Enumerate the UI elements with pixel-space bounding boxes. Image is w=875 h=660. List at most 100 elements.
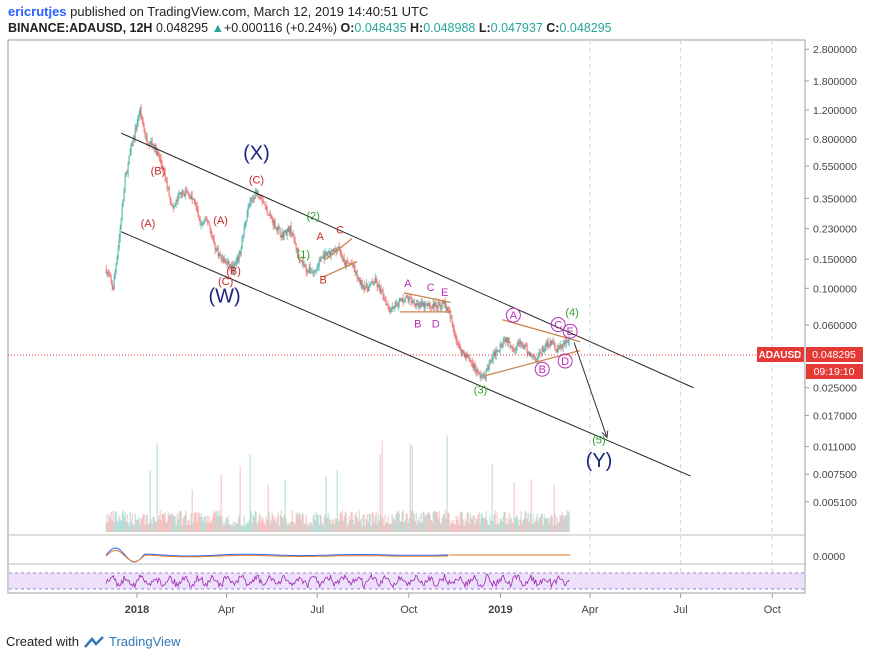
candle-body-156: [261, 198, 263, 201]
candle-body-357: [462, 349, 464, 353]
candle-body-32: [137, 116, 139, 124]
author-name[interactable]: ericrutjes: [8, 4, 67, 19]
volume-bar-387: [492, 521, 494, 532]
volume-bar-275: [380, 515, 382, 532]
volume-bar-449: [554, 513, 556, 532]
volume-bar-278: [383, 525, 385, 532]
volume-bar-223: [328, 518, 330, 532]
wave-label-2: (Y): [586, 450, 613, 472]
volume-bar-248: [353, 524, 355, 532]
wave-label-10: C: [336, 224, 344, 236]
candle-body-393: [498, 350, 500, 352]
volume-bar-234: [339, 511, 341, 532]
volume-bar-418: [523, 517, 525, 532]
brand-name[interactable]: TradingView: [108, 634, 181, 649]
volume-bar-143: [248, 519, 250, 532]
candle-body-284: [389, 309, 391, 313]
volume-bar-60: [165, 522, 167, 532]
candle-body-288: [393, 307, 395, 309]
volume-bar-251: [356, 517, 358, 532]
time-tick-label-4: 2019: [488, 604, 512, 616]
candle-body-188: [293, 234, 295, 241]
candle-body-394: [499, 344, 501, 351]
volume-bar-459: [564, 515, 566, 532]
volume-bar-38: [143, 514, 145, 532]
candle-body-226: [331, 250, 333, 252]
candle-body-360: [465, 353, 467, 358]
volume-bar-32: [137, 519, 139, 532]
candle-body-325: [430, 306, 432, 308]
candle-body-344: [449, 313, 451, 319]
candle-body-263: [368, 285, 370, 291]
candle-body-136: [241, 237, 243, 249]
candle-body-264: [369, 283, 371, 286]
candle-body-225: [330, 251, 332, 256]
wave-label-circle-21: [550, 317, 566, 333]
volume-bar-218: [323, 517, 325, 532]
candle-body-49: [154, 145, 156, 150]
volume-bar-287: [392, 519, 394, 532]
volume-bar-3: [108, 515, 110, 532]
wave-label-25: (4): [565, 307, 578, 319]
candle-body-216: [321, 257, 323, 259]
candle-body-30: [135, 128, 137, 129]
volume-bar-461: [566, 510, 568, 532]
volume-bar-360: [465, 521, 467, 532]
volume-bar-324: [429, 515, 431, 532]
candle-body-193: [298, 254, 300, 260]
volume-bar-410: [515, 516, 517, 532]
candle-body-97: [202, 223, 204, 224]
candle-body-195: [300, 260, 302, 262]
candle-body-227: [332, 250, 334, 252]
candle-body-53: [158, 154, 160, 159]
volume-bar-343: [448, 513, 450, 532]
candle-body-399: [504, 339, 506, 342]
volume-bar-385: [490, 520, 492, 532]
price-change: +0.000116 (+0.24%): [223, 21, 338, 35]
volume-bar-318: [423, 512, 425, 532]
volume-bar-131: [236, 523, 238, 532]
candle-body-121: [226, 262, 228, 264]
candle-body-386: [491, 360, 493, 362]
candle-body-174: [279, 227, 281, 235]
candle-body-256: [361, 280, 363, 288]
candle-body-39: [144, 131, 146, 138]
candle-body-140: [245, 220, 247, 225]
candle-body-197: [302, 260, 304, 265]
volume-bar-0: [105, 522, 107, 532]
candle-body-192: [297, 248, 299, 255]
candle-body-434: [539, 351, 541, 354]
candle-body-405: [510, 346, 512, 348]
candle-body-0: [105, 269, 107, 274]
volume-bar-359: [464, 518, 466, 532]
candle-body-63: [168, 187, 170, 197]
candle-body-348: [453, 327, 455, 334]
volume-bar-27: [132, 524, 134, 532]
volume-bar-129: [234, 521, 236, 532]
candle-body-371: [476, 370, 478, 373]
volume-bar-342: [447, 512, 449, 532]
volume-bar-368: [473, 515, 475, 532]
candle-body-248: [353, 263, 355, 269]
candle-body-71: [176, 200, 178, 201]
volume-bar-232: [337, 519, 339, 532]
candle-body-95: [200, 224, 202, 226]
volume-bar-102: [207, 523, 209, 532]
candle-body-301: [406, 296, 408, 299]
volume-bar-269: [374, 516, 376, 532]
candle-body-2: [107, 271, 109, 274]
candle-body-21: [126, 172, 128, 174]
wave-label-circle-22: [562, 323, 578, 339]
volume-bar-155: [260, 521, 262, 532]
volume-bar-84: [189, 525, 191, 532]
candle-body-401: [506, 337, 508, 344]
close-label: C:: [546, 21, 560, 35]
volume-bar-23: [128, 525, 130, 532]
candle-body-163: [268, 214, 270, 216]
candle-body-166: [271, 218, 273, 220]
candle-body-58: [163, 169, 165, 173]
volume-bar-330: [435, 511, 437, 532]
candle-body-109: [214, 243, 216, 250]
volume-bar-254: [359, 520, 361, 532]
